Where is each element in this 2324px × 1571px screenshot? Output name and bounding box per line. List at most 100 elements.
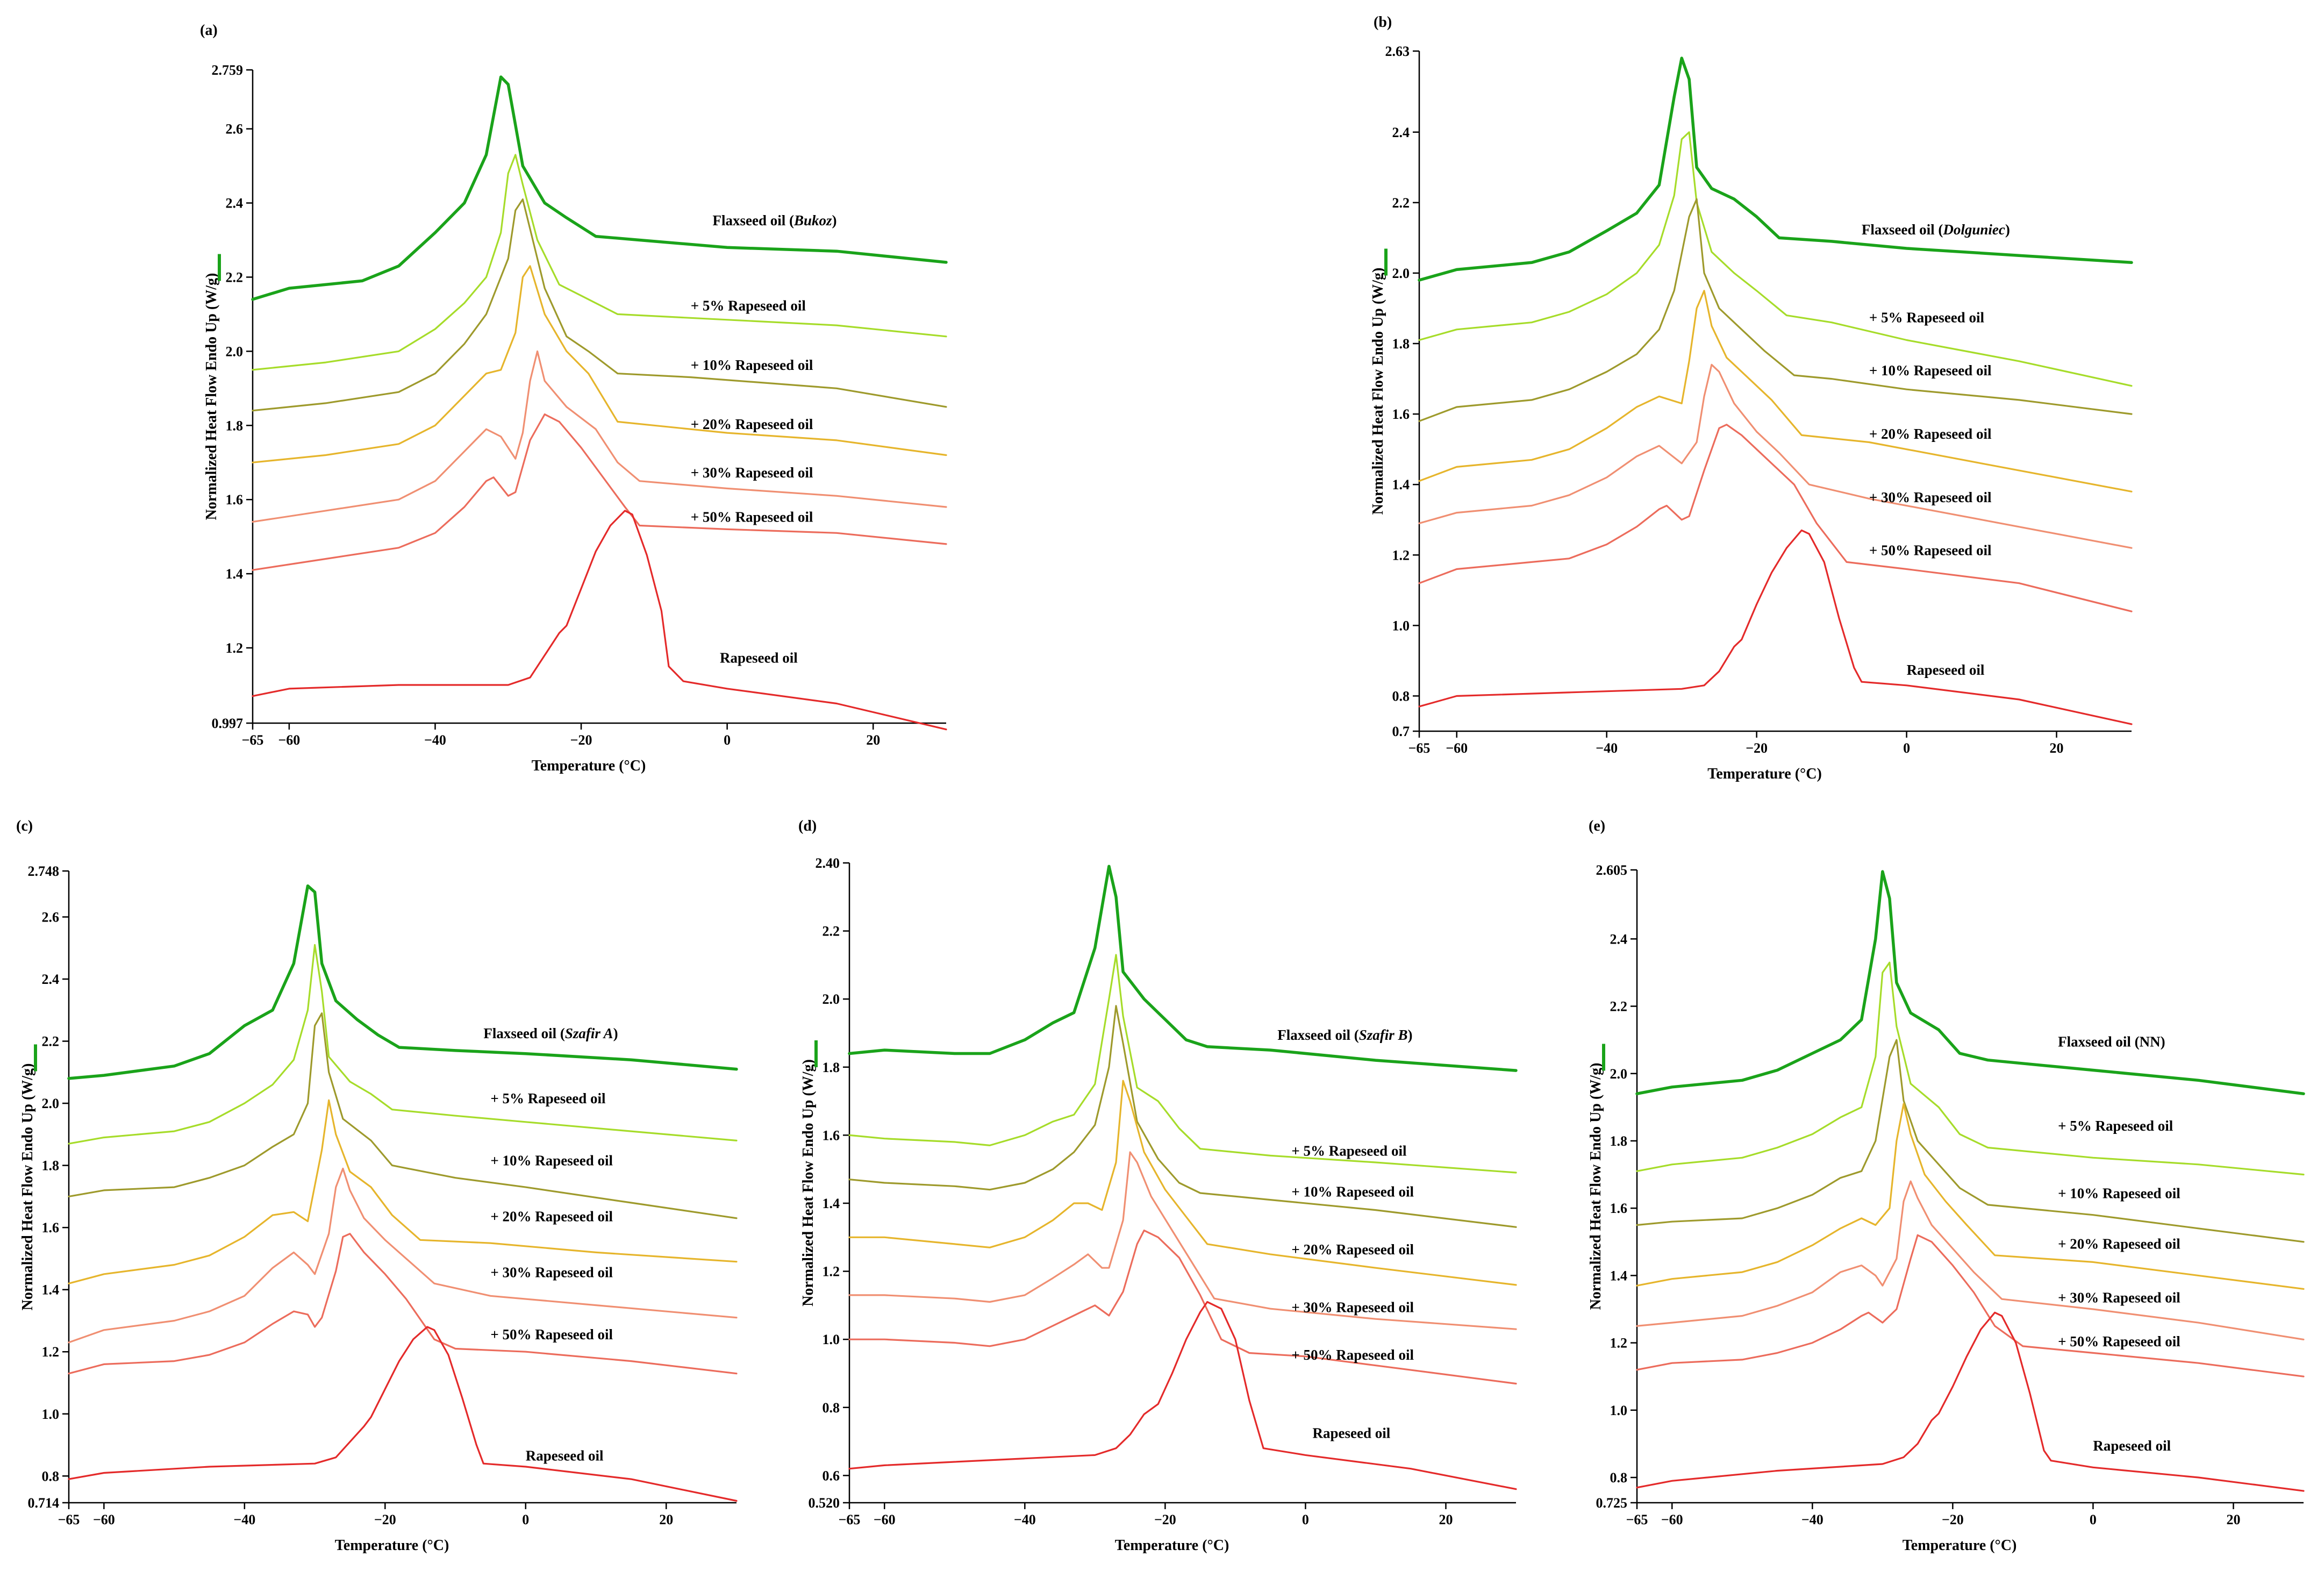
series-line-5 [848,1230,1517,1385]
x-tick-label: 20 [659,1512,673,1527]
y-tick-label: 1.4 [1392,477,1410,492]
y-tick-label: 0.8 [823,1400,840,1416]
series-label: Flaxseed oil (Bukoz) [712,212,836,228]
series-line-1 [68,944,738,1145]
series-label: + 10% Rapeseed oil [1869,362,1992,379]
series-label: + 5% Rapeseed oil [2058,1118,2173,1134]
y-tick-label: 1.4 [42,1282,60,1298]
y-tick-label: 2.748 [28,863,60,879]
y-tick-label: 2.4 [226,196,244,211]
series-line-1 [1636,961,2305,1176]
x-axis-title: Temperature (°C) [1707,766,1822,782]
y-tick-label: 1.0 [1392,618,1410,633]
series-label: + 30% Rapeseed oil [490,1265,613,1281]
y-tick-label: 1.6 [1610,1201,1628,1216]
x-tick-label: 0 [2090,1512,2097,1527]
x-tick-label: −40 [1596,740,1618,756]
series-line-1 [1418,131,2133,387]
series-label: + 20% Rapeseed oil [490,1209,613,1225]
series-line-2 [1636,1039,2305,1243]
series-label: + 50% Rapeseed oil [1869,542,1992,558]
series-line-5 [1636,1234,2305,1377]
series-label: + 5% Rapeseed oil [1291,1142,1407,1159]
series-line-4 [1636,1180,2305,1340]
y-tick-label: 1.4 [823,1196,840,1211]
series-label: + 30% Rapeseed oil [2058,1289,2180,1305]
series-label: + 30% Rapeseed oil [1291,1299,1414,1316]
x-tick-label: −60 [1446,740,1468,756]
series-line-0 [1635,870,2305,1096]
y-tick-label: 1.0 [42,1406,60,1422]
y-tick-label: 1.2 [823,1264,840,1280]
x-tick-label: −40 [1801,1512,1824,1527]
y-tick-label: 0.8 [1392,688,1410,704]
x-tick-label: 20 [2226,1512,2240,1527]
panel-label: (c) [16,818,33,834]
y-tick-label: 2.2 [226,269,244,285]
y-tick-label: 1.8 [226,418,244,433]
y-tick-label: 1.2 [1610,1336,1628,1351]
series-line-5 [1418,424,2133,612]
series-label: + 10% Rapeseed oil [691,357,813,373]
x-tick-label: −20 [1942,1512,1964,1527]
x-tick-label: 0 [1903,740,1910,756]
series-label: Rapeseed oil [720,650,798,666]
series-label: Rapeseed oil [526,1447,604,1463]
series-label: Flaxseed oil (Szafir B) [1277,1027,1412,1043]
y-axis-title: Normalized Heat Flow Endo Up (W/g) [1370,268,1386,515]
series-label: + 10% Rapeseed oil [1291,1183,1414,1199]
y-tick-label: 1.0 [823,1332,840,1347]
series-line-1 [848,954,1517,1174]
x-tick-label: −60 [1661,1512,1683,1527]
x-tick-label: 20 [866,732,880,748]
y-tick-label: 1.6 [226,492,244,508]
x-axis-title: Temperature (°C) [335,1537,449,1554]
chart-panel-a: (a) 0.997 1.2 1.4 1.6 1.8 2.0 2.2 2.4 2.6 2.759 −65… [200,22,948,774]
x-axis-title: Temperature (°C) [1903,1537,2017,1554]
y-tick-label: 2.759 [212,62,244,78]
y-tick-label: 1.8 [42,1158,60,1174]
y-tick-label: 2.63 [1385,44,1410,59]
series-label: + 20% Rapeseed oil [691,416,813,432]
x-tick-label: −65 [1408,740,1431,756]
y-tick-label: 2.6 [226,122,244,137]
x-tick-label: −20 [1154,1512,1176,1527]
series-label: + 20% Rapeseed oil [1291,1241,1414,1258]
y-tick-label: 0.714 [28,1495,60,1511]
series-label: + 30% Rapeseed oil [1869,489,1992,505]
series-line-3 [68,1099,738,1284]
y-tick-label: 2.2 [823,924,840,939]
series-line-2 [252,198,947,412]
series-label: Flaxseed oil (Dolguniec) [1862,222,2010,238]
series-line-0 [67,884,738,1080]
y-tick-label: 1.2 [226,640,244,656]
chart-panel-c: (c) 0.714 0.8 1.0 1.2 1.4 1.6 1.8 2.0 2.2 2.4 2.6 2.… [16,818,738,1554]
y-tick-label: 2.0 [226,344,244,359]
series-line-5 [252,413,947,571]
x-axis-title: Temperature (°C) [1115,1537,1229,1554]
panel-label: (d) [798,818,817,834]
chart-panel-e: (e) 0.725 0.8 1.0 1.2 1.4 1.6 1.8 2.0 2.2 2.4 2.605… [1588,818,2305,1554]
y-tick-label: 1.0 [1610,1403,1628,1418]
y-tick-label: 0.8 [42,1468,60,1484]
series-line-3 [252,265,947,463]
series-line-1 [252,154,947,371]
series-label: + 20% Rapeseed oil [2058,1236,2180,1252]
series-line-0 [1418,56,2133,282]
series-label: + 5% Rapeseed oil [691,298,806,314]
y-axis-title: Normalized Heat Flow Endo Up (W/g) [203,273,220,520]
x-tick-label: −60 [93,1512,115,1527]
x-tick-label: −40 [233,1512,255,1527]
x-tick-label: −20 [1746,740,1768,756]
x-tick-label: 20 [1439,1512,1453,1527]
x-tick-label: −20 [374,1512,396,1527]
x-tick-label: −65 [1626,1512,1648,1527]
series-label: + 30% Rapeseed oil [691,465,813,481]
series-line-4 [68,1167,738,1344]
series-label: + 50% Rapeseed oil [2058,1333,2180,1349]
x-tick-label: −40 [1014,1512,1036,1527]
y-tick-label: 0.520 [809,1495,840,1511]
series-label: Rapeseed oil [1907,662,1985,678]
y-axis-title: Normalized Heat Flow Endo Up (W/g) [19,1063,36,1311]
